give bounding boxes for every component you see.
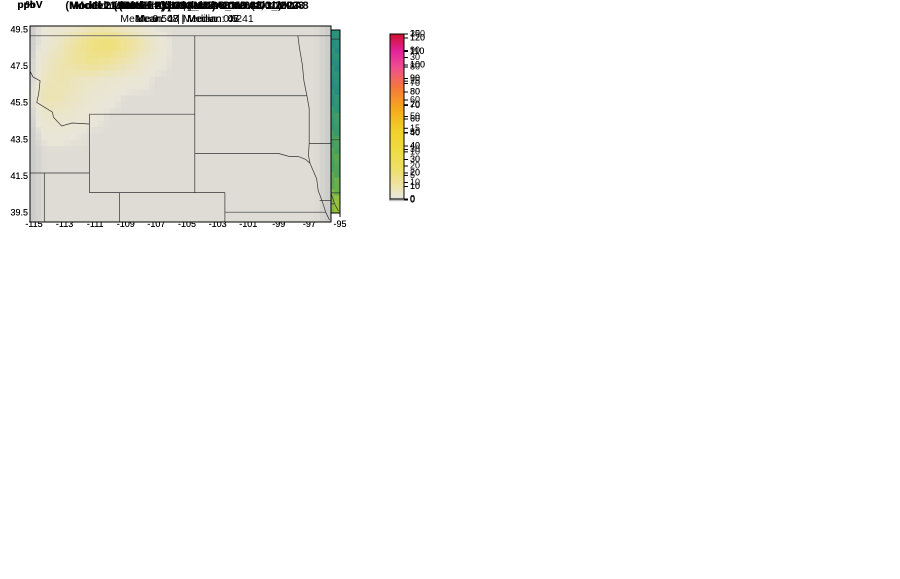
panel-title-model1: Model 1 (EMBER): O3_MDA8 on 08/01/2023: [74, 0, 300, 12]
stats-line1: Min = -1.3 | Max = 17.4: [133, 0, 241, 12]
colorbar-unit-label-percent-difference: %: [25, 0, 35, 11]
stats-line2: Mean: 1 | Median: 0.5: [136, 13, 238, 25]
panel-stats-model1: Domain size: 31x53 | Max = 67 at (1, 30)…: [0, 0, 374, 26]
panel-stats-percent-difference: Min = -1.3 | Max = 17.4 Mean: 1 | Median…: [0, 0, 374, 26]
panel-title-percent-difference: (Model 1 - Model 2)/(Model 1)x100%: O3_M…: [65, 0, 309, 12]
panel-title-difference: Model 1 - Model 2: O3_MDA8: [111, 0, 263, 12]
colorbar-unit-label-model1: ppbV: [17, 0, 43, 11]
stats-line1: Domain size: 31x53 | Max = 67 at (1, 30): [92, 0, 282, 12]
panel-stats-model2: Domain size: 31x53 | Max = 67 at (1, 30)…: [0, 0, 374, 26]
panel-stats-difference: Min = -0.641 | Max = 10.3 Mean: 0.508 | …: [0, 0, 374, 26]
stats-line2: Mean: 48 | Median: 47: [134, 13, 240, 25]
colorbar-unit-label-model2: ppbV: [17, 0, 43, 11]
stats-line2: Mean: 0.508 | Median: 0.241: [120, 13, 254, 25]
stats-line1: Domain size: 31x53 | Max = 67 at (1, 30): [92, 0, 282, 12]
panel-title-model2: Model 2 (ZeroFires): O3_MDA8 on 08/01/20…: [69, 0, 305, 12]
map-panel-percent-difference-canvas: [0, 0, 450, 290]
stats-line2: Mean: 47 | Median: 46: [134, 13, 240, 25]
colorbar-unit-label-difference: ppbV: [17, 0, 43, 11]
stats-line1: Min = -0.641 | Max = 10.3: [127, 0, 247, 12]
